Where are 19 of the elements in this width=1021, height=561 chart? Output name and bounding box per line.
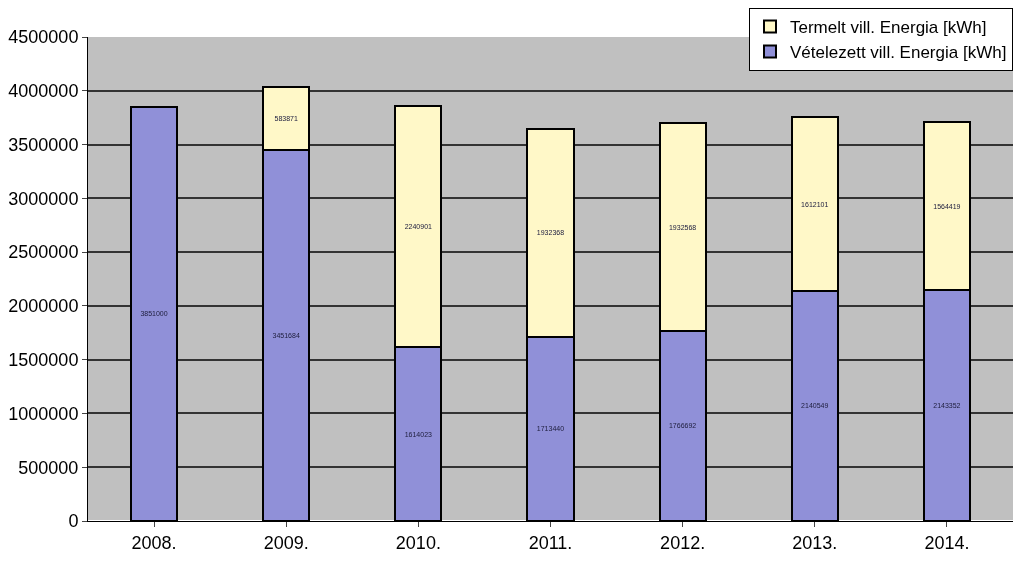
y-tick-label: 2500000 <box>8 242 79 263</box>
x-tick-label: 2013. <box>792 532 838 553</box>
y-tick-label: 500000 <box>18 457 79 478</box>
x-tick-label: 2010. <box>395 532 441 553</box>
legend-label: Vételezett vill. Energia [kWh] <box>790 43 1007 63</box>
y-tick-label: 1500000 <box>8 349 79 370</box>
x-tick-label: 2012. <box>660 532 706 553</box>
y-tick-label: 4500000 <box>8 27 79 48</box>
x-tick-label: 2009. <box>263 532 309 553</box>
x-tick-label: 2011. <box>528 532 573 553</box>
y-tick-label: 4000000 <box>8 81 79 102</box>
y-tick-label: 2000000 <box>8 296 79 317</box>
legend-label: Termelt vill. Energia [kWh] <box>790 18 987 38</box>
y-tick-label: 0 <box>68 511 79 532</box>
x-tick-label: 2014. <box>924 532 970 553</box>
y-tick-label: 1000000 <box>8 403 79 424</box>
y-tick-label: 3500000 <box>8 134 79 155</box>
y-tick-label: 3000000 <box>8 188 79 209</box>
x-tick-label: 2008. <box>131 532 177 553</box>
